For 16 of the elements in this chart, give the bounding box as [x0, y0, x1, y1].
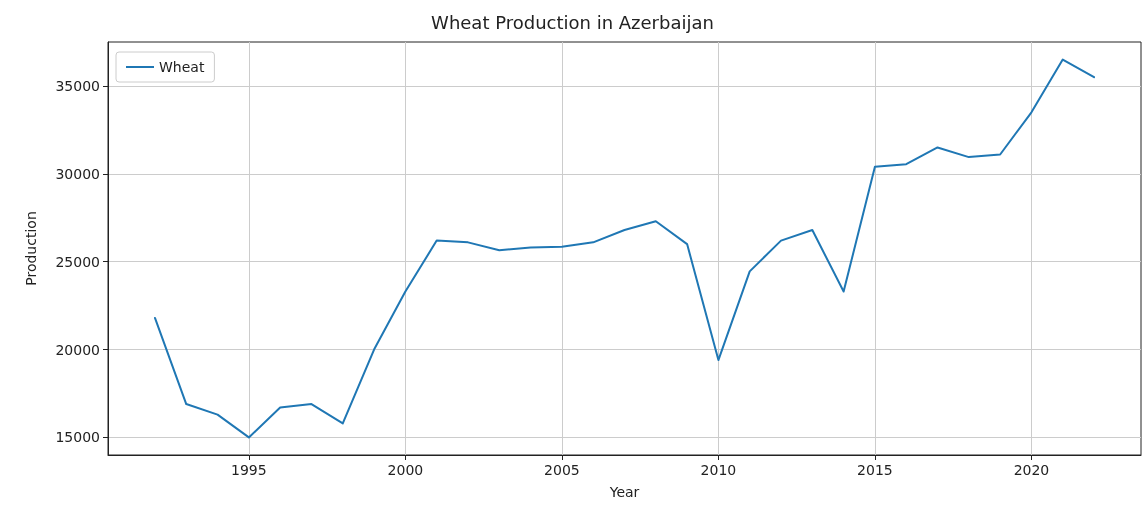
x-tick-label: 2000 — [387, 462, 424, 478]
y-axis-title: Production — [23, 211, 39, 286]
x-axis-title: Year — [608, 484, 640, 500]
y-tick-label: 35000 — [55, 77, 100, 94]
chart-title: Wheat Production in Azerbaijan — [431, 11, 714, 33]
y-tick-label: 15000 — [55, 429, 100, 446]
x-tick-label: 2020 — [1013, 462, 1050, 478]
y-tick-label: 25000 — [55, 253, 100, 270]
x-tick-label: 2010 — [700, 462, 737, 478]
y-tick-label: 30000 — [55, 165, 100, 182]
legend-label: Wheat — [159, 59, 205, 75]
x-tick-label: 1995 — [231, 462, 267, 478]
x-tick-label: 2005 — [544, 462, 580, 478]
line-series — [153, 58, 1096, 439]
x-tick-label: 2015 — [857, 462, 893, 478]
y-tick-label: 20000 — [55, 341, 100, 358]
